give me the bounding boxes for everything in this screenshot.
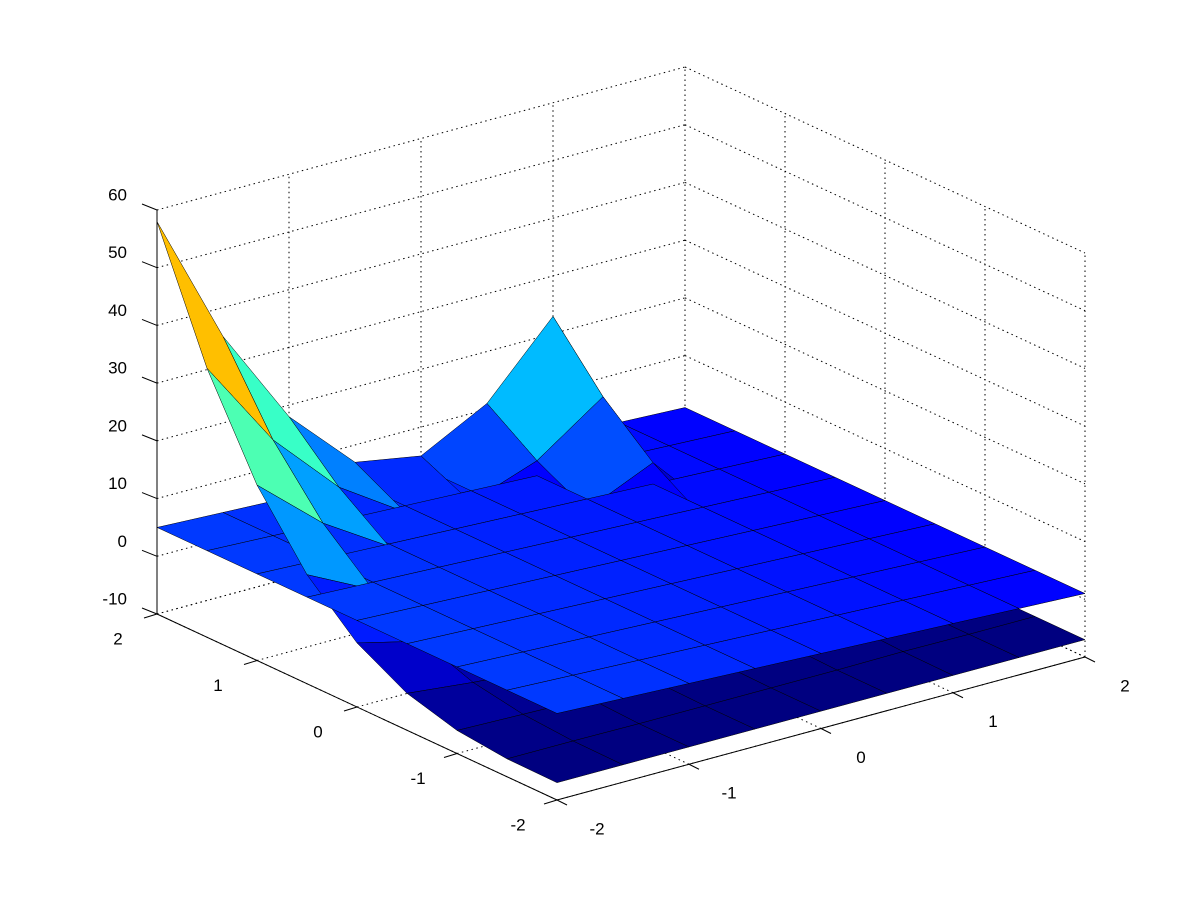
- grid-line: [684, 66, 1086, 254]
- x-tick-label: 0: [856, 748, 865, 767]
- x-tick-label: 1: [988, 712, 997, 731]
- z-tick-label: 40: [108, 301, 127, 320]
- x-tick: [952, 692, 964, 699]
- y-tick: [343, 706, 358, 712]
- y-tick-label: -1: [410, 769, 425, 788]
- surface-face: [506, 674, 624, 714]
- z-tick-label: 20: [108, 416, 127, 435]
- surface-face: [506, 740, 624, 783]
- grid-line: [156, 124, 686, 269]
- x-tick: [688, 763, 700, 770]
- y-tick-label: 2: [113, 629, 122, 648]
- z-tick: [141, 492, 158, 500]
- z-tick-label: 60: [108, 185, 127, 204]
- z-tick-label: 10: [108, 474, 127, 493]
- surface-face: [156, 221, 274, 441]
- grid-line: [684, 124, 1086, 312]
- x-tick-label: -1: [721, 784, 736, 803]
- z-tick: [141, 434, 158, 442]
- y-tick: [443, 753, 458, 758]
- y-tick-label: -2: [510, 815, 525, 834]
- z-tick: [141, 261, 158, 269]
- x-tick: [556, 799, 568, 806]
- y-tick-label: 0: [313, 722, 322, 741]
- z-tick: [141, 203, 158, 211]
- z-tick-label: 0: [118, 532, 127, 551]
- x-tick: [1084, 656, 1096, 663]
- z-tick-label: -10: [102, 589, 127, 608]
- x-tick-label: 2: [1120, 676, 1129, 695]
- z-tick: [141, 549, 158, 557]
- z-tick-label: 30: [108, 359, 127, 378]
- y-tick: [243, 660, 258, 665]
- x-tick: [820, 728, 832, 734]
- z-tick: [141, 376, 158, 384]
- grid-line: [156, 181, 686, 326]
- grid-line: [156, 239, 686, 384]
- y-tick: [143, 613, 158, 619]
- grid-line: [156, 66, 686, 211]
- z-tick: [141, 318, 158, 326]
- grid-line: [156, 355, 686, 500]
- grid-line: [684, 181, 1086, 369]
- x-tick-label: -2: [589, 819, 604, 838]
- y-tick-label: 1: [213, 676, 222, 695]
- grid-line: [684, 297, 1086, 485]
- z-tick: [141, 607, 158, 615]
- y-tick: [543, 799, 558, 805]
- grid-line: [684, 239, 1086, 427]
- grid-line: [684, 355, 1086, 543]
- z-tick-label: 50: [108, 243, 127, 262]
